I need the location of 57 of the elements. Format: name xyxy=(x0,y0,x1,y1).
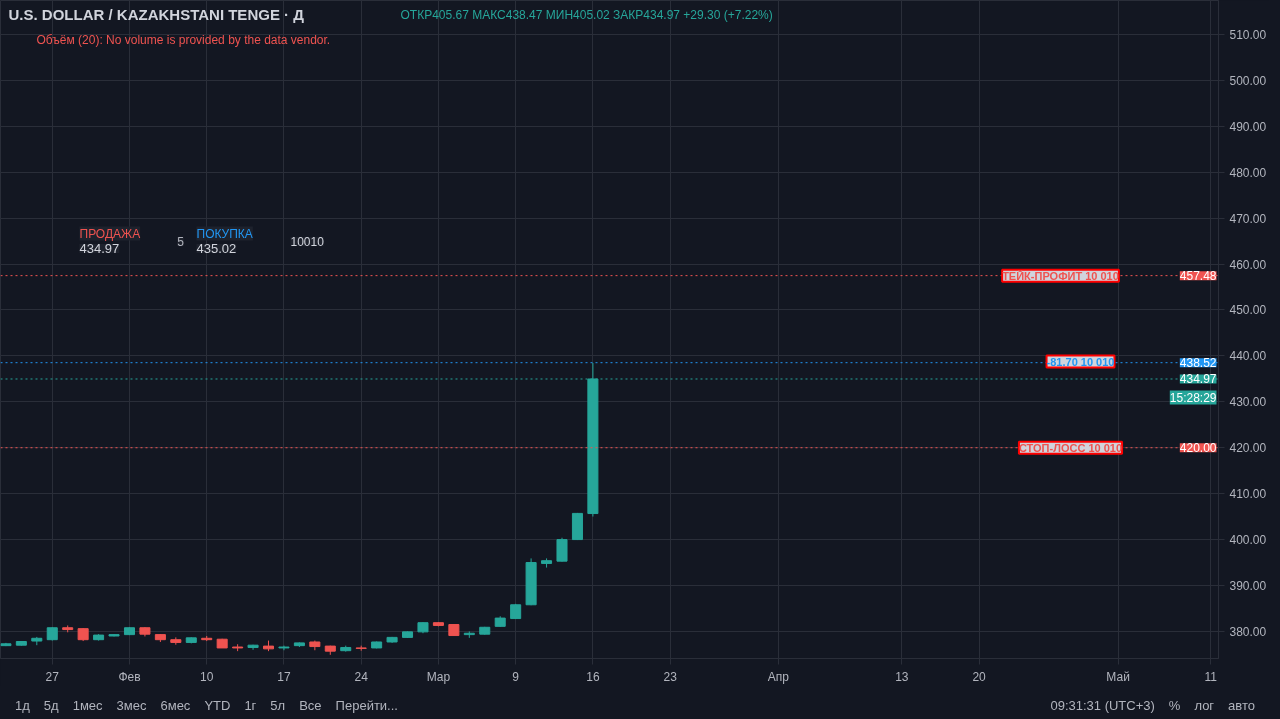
annotation: Объём (20): No volume is provided by the data vendor. xyxy=(36,32,331,47)
y-tick-label: 460.00 xyxy=(1229,257,1267,272)
text: 1д xyxy=(15,698,30,713)
x-tick-label: 20 xyxy=(972,669,987,684)
y-tick-label: 430.00 xyxy=(1229,395,1267,410)
text: % xyxy=(1168,698,1181,713)
x-tick-label: 16 xyxy=(586,669,600,684)
annotation: 434.97 xyxy=(79,241,120,256)
text: Перейти... xyxy=(335,698,398,713)
text: 6мес xyxy=(160,698,191,713)
text: 3мес xyxy=(116,698,147,713)
y-tick-label: 420.00 xyxy=(1229,441,1267,456)
x-tick-label: Май xyxy=(1106,669,1130,684)
text: 5л xyxy=(270,698,286,713)
x-tick-label: 9 xyxy=(512,669,520,684)
y-tick-label: 390.00 xyxy=(1229,578,1267,593)
x-tick-label: Фев xyxy=(118,669,141,684)
y-tick-label: 400.00 xyxy=(1229,533,1267,548)
y-tick-label: 500.00 xyxy=(1229,73,1267,88)
y-tick-label: 450.00 xyxy=(1229,303,1267,318)
x-tick-label: Мар xyxy=(426,669,451,684)
x-tick-label: Апр xyxy=(767,669,790,684)
annotation: 434.97 xyxy=(1179,372,1217,387)
text: 1г xyxy=(244,698,257,713)
candlestick xyxy=(556,537,568,563)
annotation: 10010 xyxy=(290,235,325,249)
text: лог xyxy=(1194,698,1215,713)
text: авто xyxy=(1228,698,1255,713)
x-tick-label: 11 xyxy=(1204,669,1218,684)
y-tick-label: 480.00 xyxy=(1229,165,1267,180)
y-tick-label: 490.00 xyxy=(1229,119,1267,134)
y-tick-label: 470.00 xyxy=(1229,211,1267,226)
chart-title: U.S. DOLLAR / KAZAKHSTANI TENGE · Д xyxy=(8,6,305,23)
x-tick-label: 24 xyxy=(354,669,369,684)
y-tick-label: 410.00 xyxy=(1229,487,1267,502)
x-tick-label: 27 xyxy=(45,669,60,684)
text: 5д xyxy=(43,698,59,713)
text: Все xyxy=(299,698,322,713)
annotation: 15:28:29 xyxy=(1169,390,1217,405)
text: YTD xyxy=(204,698,231,713)
annotation: ПОКУПКА xyxy=(196,226,253,241)
text: 09:31:31 (UTC+3) xyxy=(1050,698,1155,713)
y-tick-label: 440.00 xyxy=(1229,349,1267,364)
annotation: 5 xyxy=(177,235,185,249)
y-tick-label: 380.00 xyxy=(1229,624,1267,639)
x-tick-label: 10 xyxy=(200,669,214,684)
annotation: 457.48 xyxy=(1179,269,1217,284)
annotation: 435.02 xyxy=(196,241,237,256)
x-tick-label: 17 xyxy=(277,669,291,684)
annotation: ОТКР405.67 МАКС438.47 МИН405.02 ЗАКР434.97 +29.30 (+7.22%) xyxy=(400,7,773,22)
x-tick-label: 23 xyxy=(663,669,678,684)
annotation: 438.52 xyxy=(1179,356,1217,371)
text: 1мес xyxy=(72,698,103,713)
y-tick-label: 510.00 xyxy=(1229,27,1267,42)
annotation: ПРОДАЖА xyxy=(79,226,141,241)
annotation: 420.00 xyxy=(1179,441,1217,456)
x-tick-label: 13 xyxy=(895,669,909,684)
